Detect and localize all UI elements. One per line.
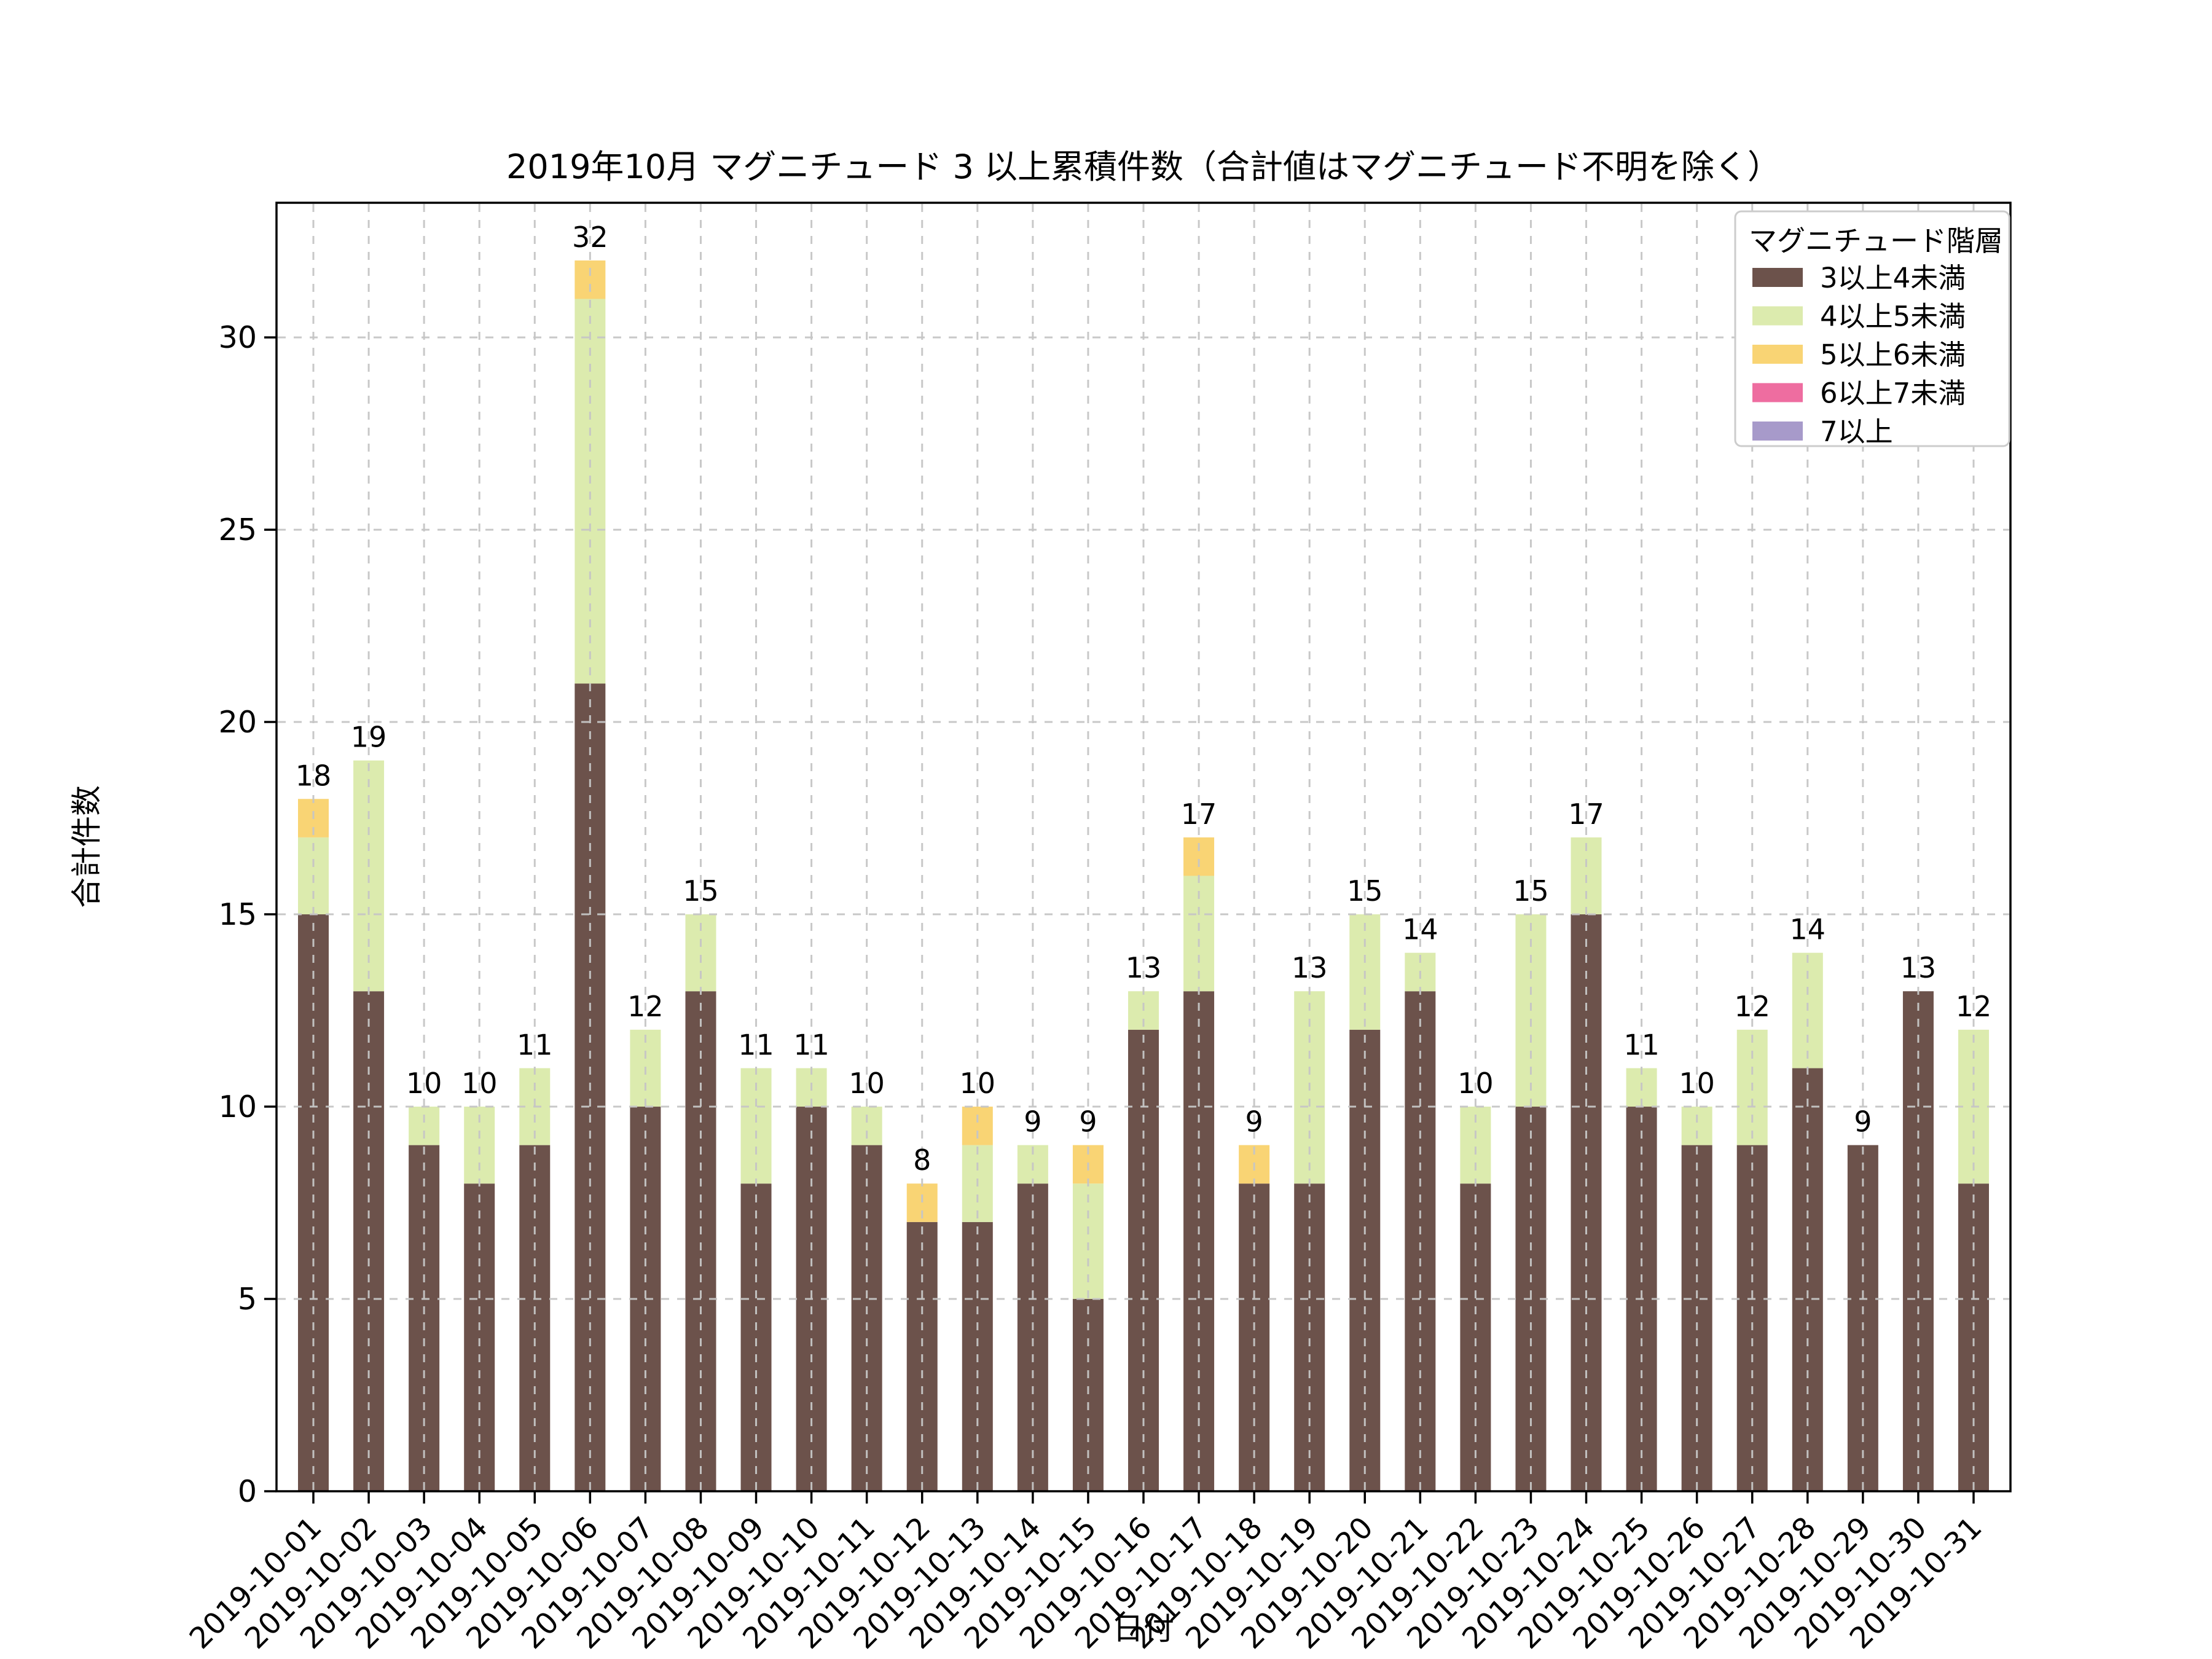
x-axis-title: 日付	[1113, 1611, 1174, 1647]
bar-value-labels: 18 19 10 10 11 32 12 15 11 11 10 8 10 9 9 13 17 9 13 15 14 10…	[296, 221, 1992, 1177]
bar-total-label: 9	[1079, 1105, 1097, 1139]
y-tick-label: 0	[238, 1474, 257, 1509]
bar-total-label: 18	[296, 759, 332, 792]
legend-swatch-4	[1752, 383, 1803, 402]
bar-total-label: 13	[1900, 951, 1937, 984]
y-tick-label: 10	[219, 1089, 257, 1124]
legend-label-1: 3以上4未満	[1820, 262, 1966, 294]
bar-segment-2019-10-05	[519, 1145, 551, 1491]
bar-segment-2019-10-21	[1405, 991, 1436, 1491]
legend-label-3: 5以上6未満	[1820, 339, 1966, 371]
bar-total-label: 10	[1679, 1067, 1715, 1100]
y-axis-title: 合計件数	[69, 785, 104, 908]
legend-swatch-3	[1752, 345, 1803, 364]
bar-total-label: 17	[1568, 798, 1604, 831]
legend: マグニチュード階層 3以上4未満 4以上5未満 5以上6未満 6以上7未満 7以上	[1734, 210, 2010, 448]
bar-total-label: 13	[1292, 951, 1328, 984]
bar-segment-2019-10-08	[685, 991, 716, 1491]
bar-segment-2019-10-17	[1183, 991, 1215, 1491]
bar-total-label: 12	[1956, 990, 1992, 1023]
bar-segment-2019-10-27	[1736, 1145, 1768, 1491]
bar-total-label: 32	[572, 221, 608, 254]
bar-segment-2019-10-26	[1681, 1145, 1712, 1491]
bar-total-label: 9	[1024, 1105, 1041, 1139]
legend-swatch-2	[1752, 306, 1803, 326]
legend-swatch-5	[1752, 422, 1803, 441]
legend-box	[1734, 210, 2010, 447]
legend-label-2: 4以上5未満	[1820, 300, 1966, 333]
bar-total-label: 10	[849, 1067, 885, 1100]
bar-total-label: 14	[1402, 913, 1438, 946]
bar-total-label: 15	[1513, 874, 1549, 908]
bar-total-label: 9	[1854, 1105, 1872, 1139]
bar-segment-2019-10-26	[1681, 1107, 1712, 1145]
y-tick-label: 20	[219, 705, 257, 740]
bar-total-label: 17	[1181, 798, 1217, 831]
bar-total-label: 10	[406, 1067, 442, 1100]
bar-total-label: 9	[1245, 1105, 1263, 1139]
y-tick-label: 15	[219, 897, 257, 932]
legend-items: 3以上4未満 4以上5未満 5以上6未満 6以上7未満 7以上	[1752, 262, 1966, 448]
y-tick-label: 25	[219, 512, 257, 547]
bar-segment-2019-10-15	[1072, 1299, 1104, 1491]
y-tick-label: 5	[238, 1282, 257, 1317]
chart-title: 2019年10月 マグニチュード 3 以上累積件数（合計値はマグニチュード不明を…	[506, 147, 1781, 186]
axis-tick-labels: 2019-10-012019-10-022019-10-032019-10-04…	[183, 320, 1989, 1656]
axis-ticks	[264, 336, 1975, 1504]
legend-label-4: 6以上7未満	[1820, 377, 1966, 410]
bar-segment-2019-10-29	[1847, 1145, 1878, 1491]
bar-total-label: 10	[461, 1067, 498, 1100]
bar-total-label: 11	[1623, 1028, 1660, 1061]
bar-segment-2019-10-30	[1902, 991, 1934, 1491]
bar-segment-2019-10-11	[851, 1107, 882, 1145]
bar-total-label: 11	[517, 1028, 553, 1061]
bar-segment-2019-10-03	[409, 1107, 440, 1145]
bar-total-label: 19	[351, 721, 387, 754]
bar-total-label: 15	[683, 874, 719, 908]
bar-total-label: 12	[627, 990, 664, 1023]
bar-total-label: 15	[1347, 874, 1383, 908]
bar-segment-2019-10-03	[409, 1145, 440, 1491]
bar-total-label: 14	[1790, 913, 1826, 946]
bar-segment-2019-10-02	[353, 991, 385, 1491]
legend-label-5: 7以上	[1820, 415, 1893, 448]
y-tick-label: 30	[219, 320, 257, 355]
gridlines-group	[278, 204, 2009, 1490]
legend-title: マグニチュード階層	[1749, 224, 2003, 257]
bar-total-label: 11	[793, 1028, 830, 1061]
bar-total-label: 11	[738, 1028, 774, 1061]
plot-frame	[275, 202, 2012, 1492]
bar-total-label: 12	[1734, 990, 1770, 1023]
bar-total-label: 13	[1126, 951, 1162, 984]
legend-swatch-1	[1752, 268, 1803, 287]
bar-total-label: 8	[913, 1143, 931, 1177]
bar-segment-2019-10-11	[851, 1145, 882, 1491]
bar-segment-2019-10-06	[575, 260, 606, 299]
bar-total-label: 10	[1457, 1067, 1494, 1100]
bar-total-label: 10	[960, 1067, 996, 1100]
bar-segment-2019-10-13	[962, 1107, 993, 1145]
